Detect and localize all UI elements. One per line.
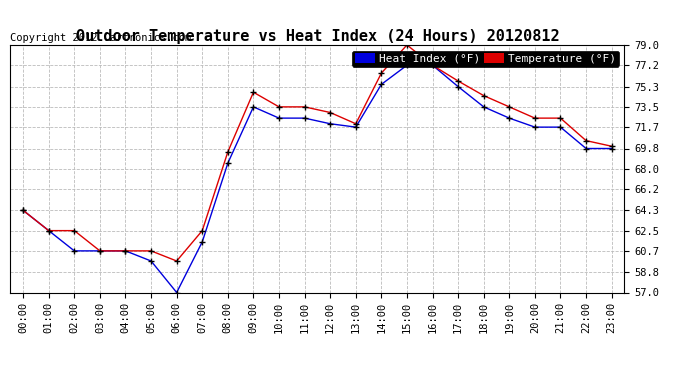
Legend: Heat Index (°F), Temperature (°F): Heat Index (°F), Temperature (°F) — [352, 51, 619, 66]
Title: Outdoor Temperature vs Heat Index (24 Hours) 20120812: Outdoor Temperature vs Heat Index (24 Ho… — [76, 29, 559, 44]
Text: Copyright 2012 Cartronics.com: Copyright 2012 Cartronics.com — [10, 33, 192, 42]
